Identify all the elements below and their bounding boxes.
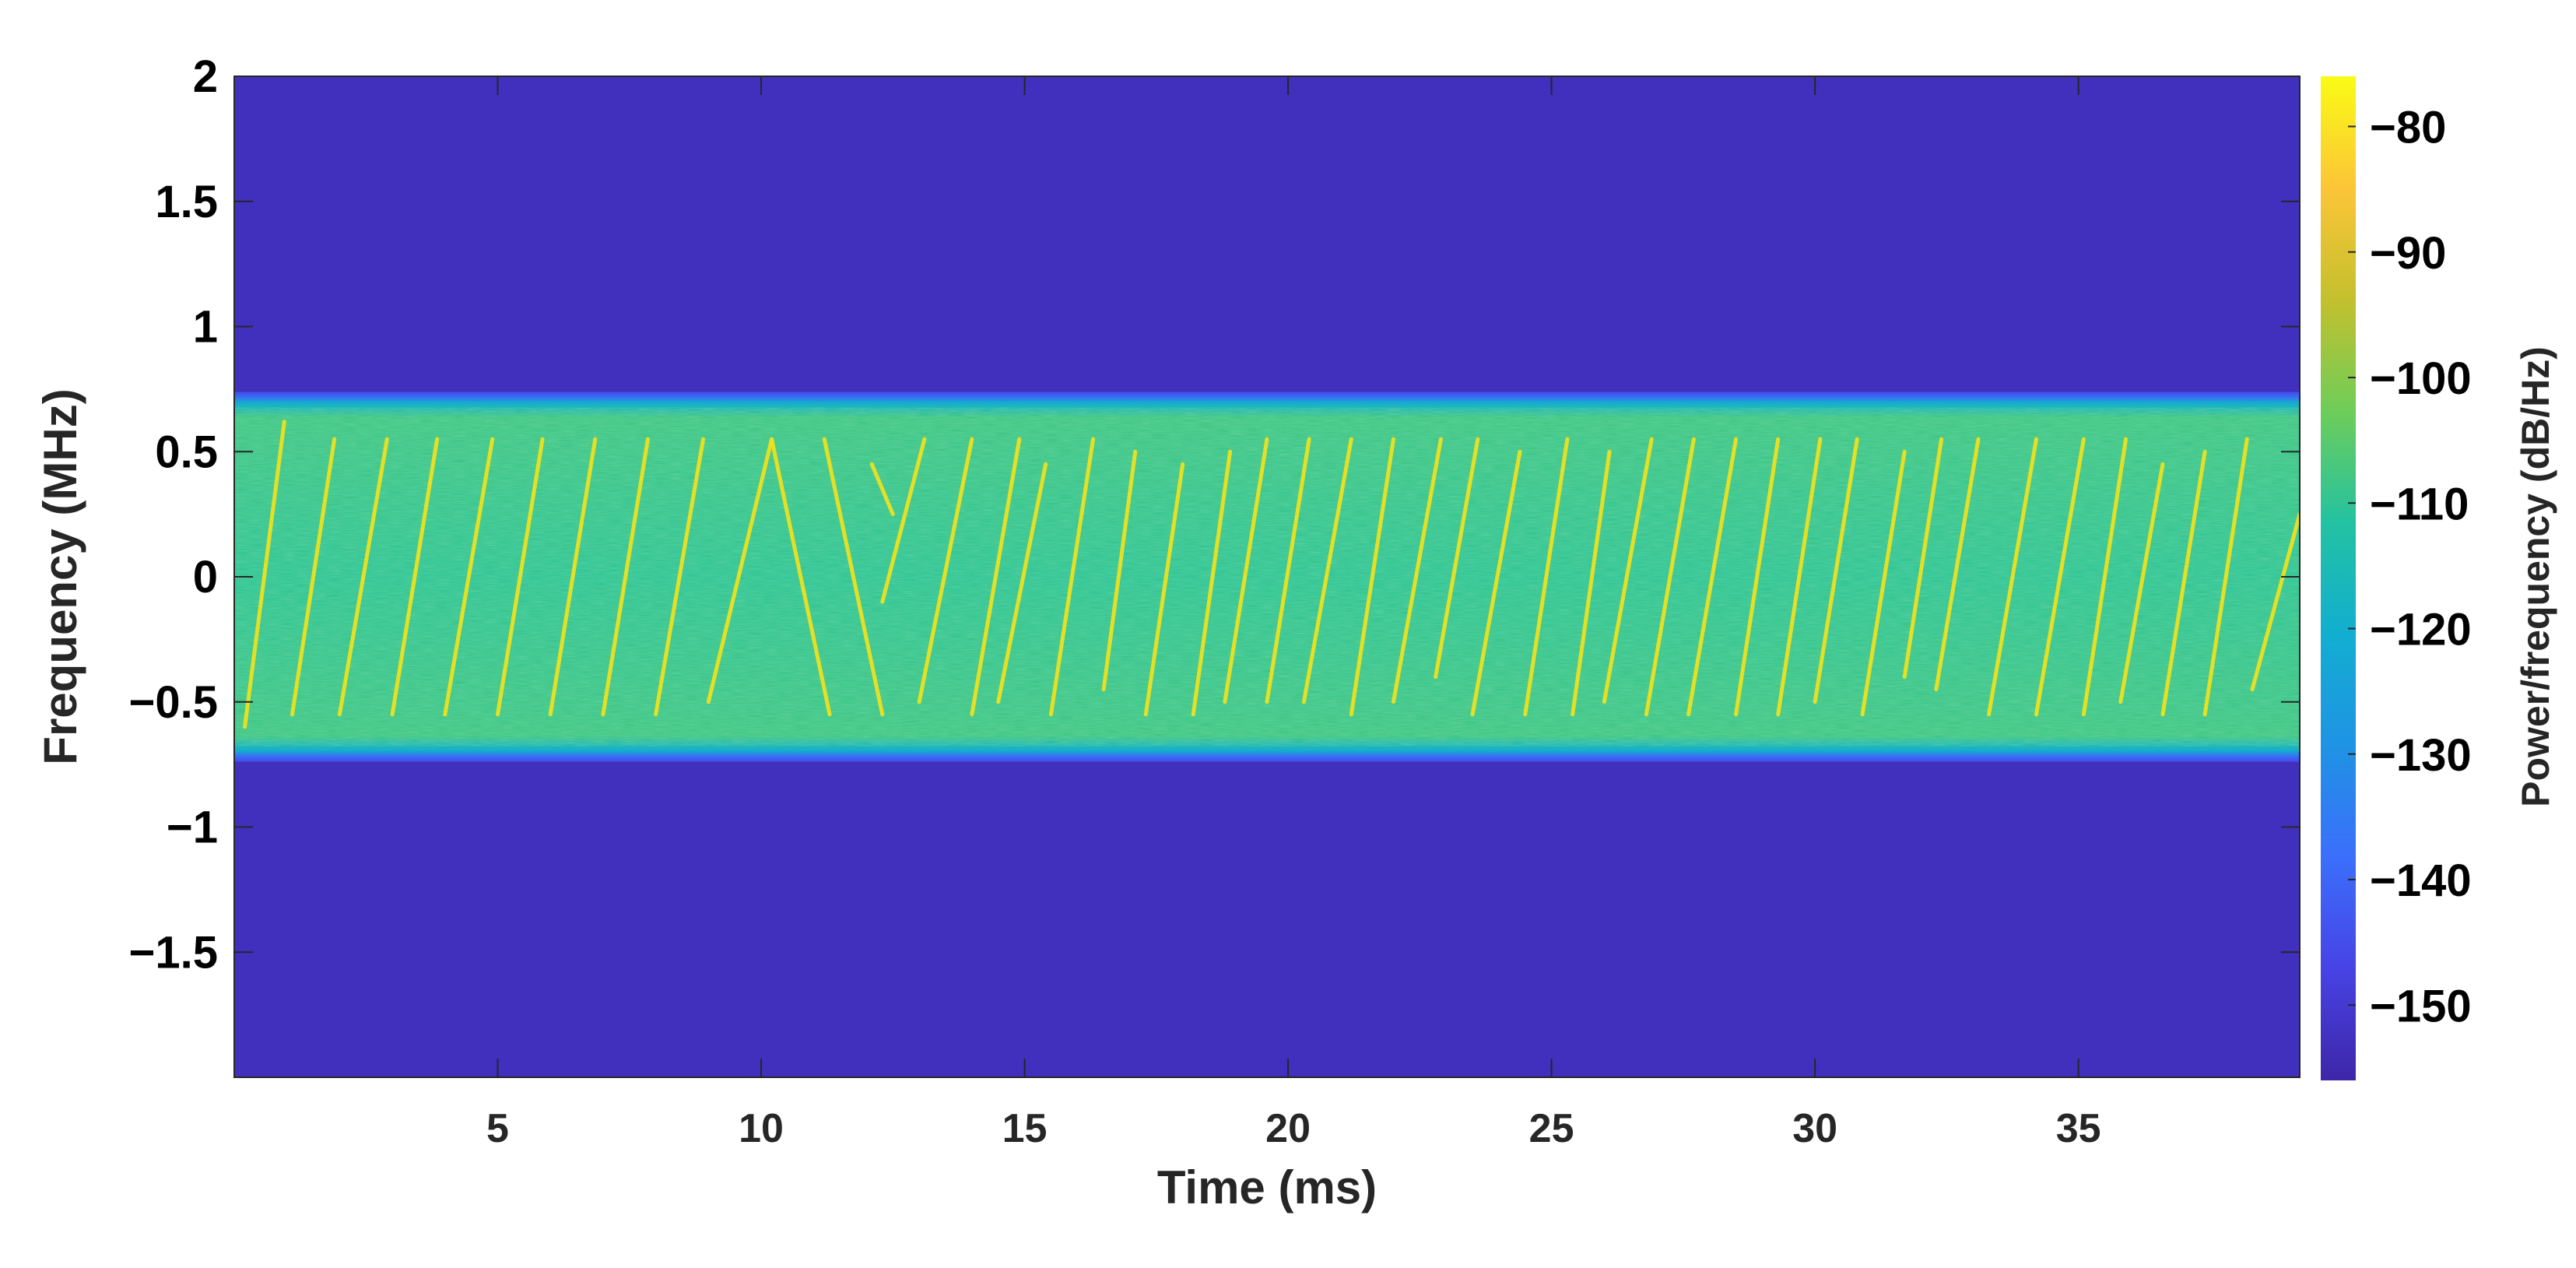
x-tick-label: 5: [486, 1106, 509, 1151]
chirp-trace: [2202, 437, 2249, 717]
chirp-trace: [1191, 449, 1233, 717]
chirp-trace: [2081, 437, 2129, 717]
chirp-trace: [390, 437, 440, 717]
chirp-trace: [2034, 437, 2086, 717]
chirp-trace: [869, 462, 895, 517]
chirp-trace: [243, 420, 286, 729]
chirp-trace: [1391, 437, 1443, 704]
chirp-trace: [1934, 437, 1981, 692]
chirp-trace: [917, 437, 974, 704]
chirp-trace: [1301, 437, 1353, 704]
chirp-trace: [1101, 449, 1138, 692]
chirp-trace: [337, 437, 389, 717]
chirp-trace: [970, 437, 1022, 717]
chirp-trace: [1602, 437, 1654, 704]
colorbar-label: Power/frequency (dB/Hz): [2514, 346, 2557, 807]
chirp-trace: [1434, 437, 1480, 680]
colorbar-ticks: −80 −90 −100 −110 −120 −130 −140 −150: [2348, 103, 2472, 1031]
y-tick-label: −0.5: [129, 677, 219, 728]
y-tick-label: 2: [193, 51, 218, 102]
colorbar: −80 −90 −100 −110 −120 −130 −140 −150 Power/fre…: [2321, 76, 2557, 1080]
colorbar-gradient: [2321, 76, 2356, 1080]
chirp-trace: [1987, 437, 2038, 717]
x-tick-label: 15: [1002, 1106, 1048, 1151]
chirp-trace: [1223, 437, 1269, 704]
colorbar-tick-label: −110: [2370, 479, 2469, 529]
y-tick-label: −1.5: [129, 927, 219, 978]
chirp-trace: [1813, 437, 1859, 704]
y-axis: 2 1.5 1 0.5 0 −0.5 −1 −1.5: [129, 51, 2300, 978]
chirp-trace: [1776, 437, 1823, 717]
chirp-trace: [2160, 449, 2207, 717]
chirp-trace: [654, 437, 706, 717]
chirp-trace: [1143, 462, 1185, 717]
y-tick-label: −1: [167, 803, 218, 853]
chirp-trace: [1644, 437, 1696, 717]
chirp-trace: [706, 437, 774, 704]
chirp-trace: [548, 437, 598, 717]
chirp-trace: [1265, 437, 1311, 704]
x-tick-label: 35: [2056, 1106, 2101, 1151]
chirp-trace: [1048, 437, 1096, 717]
x-axis-label: Time (ms): [1157, 1161, 1377, 1214]
chirp-trace: [1902, 437, 1944, 680]
chirp-trace: [822, 437, 885, 717]
x-tick-label: 30: [1792, 1106, 1837, 1151]
chirp-trace: [601, 437, 650, 717]
x-tick-label: 25: [1529, 1106, 1574, 1151]
plot-area: 5 10 15 20 25 30 35 2 1.5 1 0.5 0 −0.5 −1 −1.5 Time (…: [34, 51, 2301, 1214]
chirp-trace: [290, 437, 337, 717]
chirp-layer: [243, 420, 2300, 729]
colorbar-tick-label: −150: [2370, 981, 2472, 1031]
colorbar-tick-label: −130: [2370, 730, 2472, 781]
colorbar-tick-label: −100: [2370, 353, 2472, 404]
colorbar-tick-label: −80: [2370, 103, 2446, 153]
x-tick-label: 10: [739, 1106, 784, 1151]
colorbar-tick-label: −90: [2370, 228, 2446, 279]
chirp-trace: [996, 462, 1048, 704]
chirp-trace: [770, 437, 832, 717]
chirp-trace: [1686, 437, 1739, 717]
chirp-trace: [1571, 449, 1612, 717]
y-tick-label: 0: [193, 552, 218, 602]
chirp-trace: [1523, 437, 1570, 717]
chirp-trace: [2250, 512, 2300, 692]
chirp-trace: [1349, 437, 1395, 717]
x-axis: 5 10 15 20 25 30 35: [486, 76, 2101, 1151]
y-tick-label: 0.5: [155, 427, 218, 477]
chirp-trace: [880, 437, 927, 604]
chirp-trace: [1860, 449, 1907, 717]
chirp-trace: [443, 437, 495, 717]
colorbar-tick-label: −140: [2370, 855, 2472, 906]
chirp-trace: [496, 437, 545, 717]
x-tick-label: 20: [1265, 1106, 1311, 1151]
y-tick-label: 1: [193, 302, 218, 353]
chirp-trace: [1470, 449, 1522, 717]
chirp-trace: [1734, 437, 1781, 717]
y-axis-label: Frequency (MHz): [34, 388, 86, 764]
colorbar-tick-label: −120: [2370, 605, 2472, 655]
y-tick-label: 1.5: [155, 177, 218, 227]
chirp-trace: [2118, 462, 2165, 704]
